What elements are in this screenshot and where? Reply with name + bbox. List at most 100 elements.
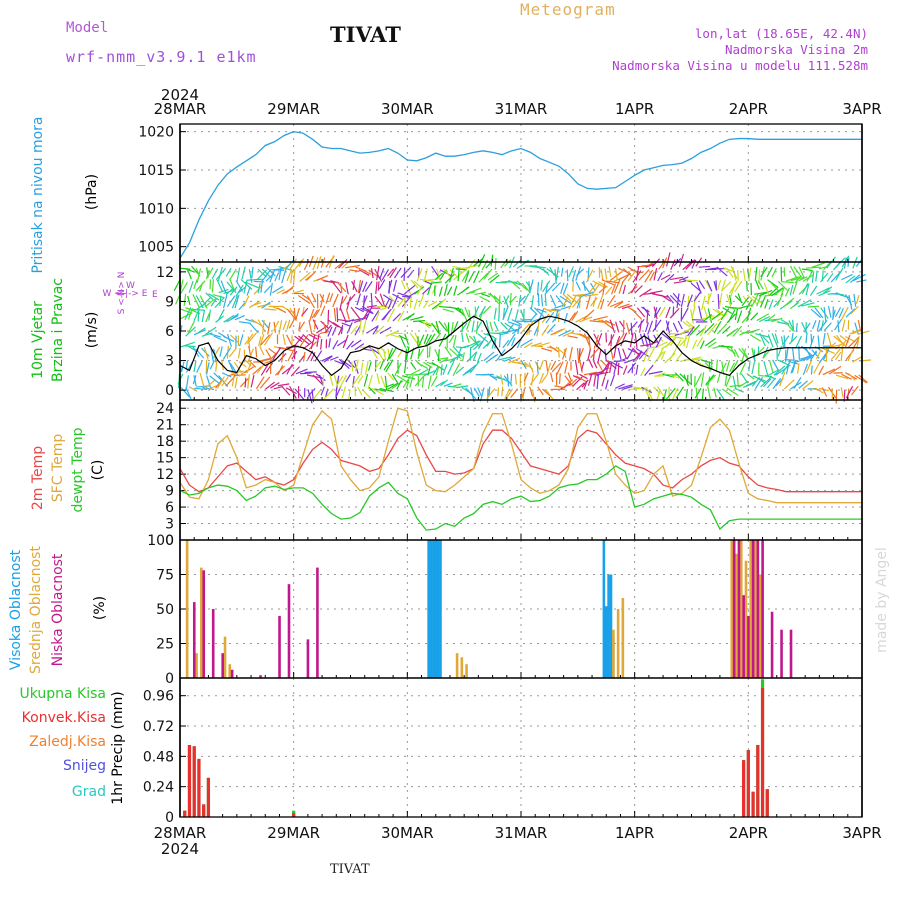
wind-barb — [613, 346, 617, 359]
wind-barb — [665, 252, 671, 267]
bar — [221, 653, 224, 678]
wind-barb — [475, 321, 479, 335]
wind-barb — [745, 299, 753, 310]
wind-barb — [286, 269, 293, 281]
wind-barb — [293, 307, 296, 319]
wind-barb — [767, 314, 776, 321]
wind-barb — [627, 271, 636, 282]
wind-barb — [606, 280, 620, 284]
wind-barb — [435, 365, 440, 376]
wind-barb — [622, 348, 627, 359]
wind-barb — [196, 268, 202, 283]
wind-barb — [591, 283, 600, 295]
wind-barb — [555, 266, 560, 281]
wind-barb — [247, 374, 250, 389]
wind-barb — [261, 319, 265, 335]
wind-barb — [384, 375, 388, 391]
wind-barb — [631, 308, 643, 320]
wind-barb — [397, 296, 406, 307]
wind-barb — [783, 379, 795, 390]
wind-barb — [435, 321, 440, 334]
wind-barb — [466, 320, 471, 331]
bar — [604, 606, 608, 678]
wind-barb — [306, 270, 317, 281]
wind-barb — [823, 307, 827, 322]
wind-barb — [810, 308, 822, 319]
wind-barb — [440, 379, 449, 387]
wind-barb — [225, 287, 234, 295]
wind-barb — [766, 378, 776, 389]
wind-barb — [790, 332, 794, 343]
wind-barb — [511, 337, 516, 347]
wind-barb — [504, 259, 512, 267]
wind-barb — [308, 309, 315, 322]
wind-barb — [583, 333, 590, 346]
wind-barb — [816, 319, 821, 331]
wind-barb — [274, 272, 280, 282]
wind-barb — [534, 265, 547, 269]
wind-barb — [626, 348, 634, 360]
series-line — [179, 407, 862, 504]
wind-barb — [759, 295, 767, 308]
wind-barb — [423, 268, 428, 283]
wind-barb — [556, 361, 564, 375]
wind-barb — [234, 314, 245, 321]
wind-barb — [528, 362, 534, 373]
wind-barb — [351, 374, 361, 387]
bar — [770, 611, 774, 678]
wind-barb — [244, 365, 255, 374]
wind-barb — [700, 372, 705, 387]
wind-barb — [588, 358, 594, 368]
wind-barb — [248, 269, 253, 283]
wind-barb — [417, 334, 425, 349]
wind-barb — [281, 305, 292, 313]
wind-barb — [838, 307, 845, 319]
wind-barb — [658, 258, 667, 270]
wind-barb — [323, 280, 334, 283]
wind-barb — [442, 364, 448, 375]
wind-barb — [329, 356, 339, 361]
bar — [616, 609, 620, 678]
wind-barb — [195, 280, 206, 292]
wind-barb — [644, 322, 649, 333]
wind-barb — [807, 305, 819, 308]
wind-barb — [244, 377, 247, 388]
wind-barb — [409, 296, 412, 308]
wind-barb — [621, 273, 630, 283]
wind-barb — [325, 292, 331, 304]
bar — [292, 813, 296, 817]
wind-barb — [776, 293, 784, 307]
wind-barb — [447, 361, 455, 375]
wind-barb — [507, 321, 520, 327]
wind-barb — [613, 360, 618, 375]
wind-barb — [469, 340, 481, 349]
ylabel-high-cloud: Visoka Oblacnost — [8, 549, 24, 670]
wind-barb — [691, 259, 697, 269]
wind-barb — [624, 358, 637, 364]
wind-barb — [364, 360, 369, 375]
wind-barb — [335, 375, 340, 390]
model-elevation-info: Nadmorska Visina u modelu 111.528m — [612, 58, 868, 73]
wind-barb — [332, 293, 339, 308]
wind-barb — [660, 274, 671, 281]
wind-barb — [401, 280, 406, 290]
wind-barb — [783, 297, 795, 308]
wind-barb — [440, 364, 443, 376]
wind-barb — [676, 293, 680, 309]
wind-barb — [376, 373, 380, 385]
wind-barb — [324, 324, 332, 334]
wind-barb — [302, 333, 312, 343]
wind-barb — [215, 359, 218, 372]
wind-barb — [389, 333, 400, 338]
bar — [211, 609, 215, 678]
wind-barb — [393, 267, 402, 279]
wind-barb — [268, 347, 277, 355]
wind-barb — [223, 314, 235, 323]
wind-barb — [575, 315, 588, 323]
wind-barb — [327, 319, 339, 328]
wind-barb — [793, 298, 802, 307]
wind-barb — [231, 374, 235, 387]
bar — [197, 758, 201, 817]
wind-barb — [544, 293, 547, 307]
wind-barb — [308, 333, 318, 340]
